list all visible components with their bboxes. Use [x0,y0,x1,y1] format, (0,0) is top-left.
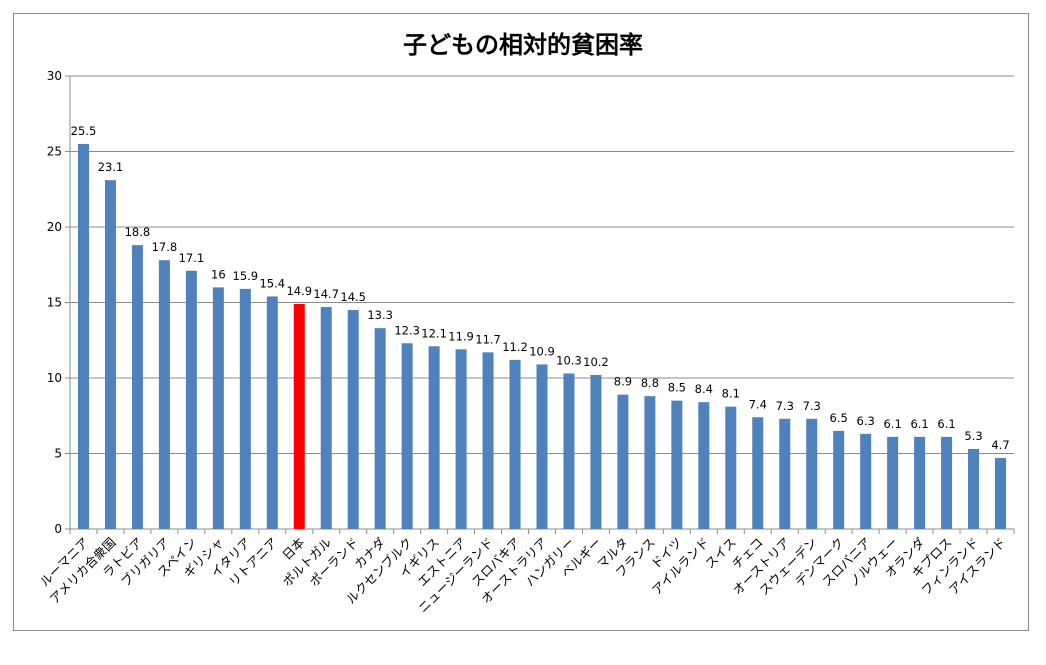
data-label: 8.8 [641,376,659,390]
data-label: 8.9 [614,375,632,389]
bar [293,304,305,529]
data-label: 15.4 [259,276,285,290]
bar [401,343,413,529]
data-label: 8.1 [722,387,740,401]
bar [455,349,467,529]
bar [131,245,143,529]
y-tick-label: 30 [47,69,62,83]
bar [374,328,386,529]
y-tick-label: 10 [47,371,62,385]
bar [698,402,710,529]
data-label: 17.8 [152,240,178,254]
data-label: 6.3 [857,414,875,428]
data-label: 14.9 [286,284,312,298]
bar [968,448,980,529]
y-tick-label: 5 [54,447,62,461]
data-label: 23.1 [98,160,124,174]
bar [77,143,89,529]
y-tick-label: 0 [54,522,62,536]
data-label: 17.1 [179,251,205,265]
bar [563,373,575,529]
data-label: 8.4 [695,382,713,396]
data-label: 14.5 [340,290,366,304]
data-label: 7.3 [803,399,821,413]
bar [995,458,1007,529]
data-label: 6.1 [937,417,955,431]
data-label: 10.2 [583,355,609,369]
bar [671,400,683,529]
data-label: 11.9 [448,329,474,343]
data-label: 15.9 [233,269,259,283]
bar [212,287,224,529]
bar [725,406,737,529]
bar [806,418,818,529]
data-label: 25.5 [71,124,97,138]
data-label: 5.3 [964,429,982,443]
data-label: 18.8 [125,225,151,239]
data-label: 11.2 [502,340,528,354]
data-label: 10.3 [556,353,582,367]
data-label: 4.7 [991,438,1009,452]
bar [104,180,116,529]
y-tick-label: 20 [47,220,62,234]
data-label: 10.9 [529,344,555,358]
data-label: 6.1 [910,417,928,431]
bar [860,433,872,529]
data-label: 6.1 [883,417,901,431]
bar [833,430,845,529]
bar [482,352,494,529]
bar [644,396,656,529]
chart-frame [13,13,1029,631]
bar [266,296,278,529]
y-tick-label: 25 [47,145,62,159]
data-label: 13.3 [367,308,393,322]
bar [590,374,602,529]
data-label: 12.1 [421,326,447,340]
bar [752,417,764,529]
bar [185,270,197,529]
data-label: 14.7 [313,287,339,301]
bar [887,436,899,529]
data-label: 8.5 [668,381,686,395]
bar [914,436,926,529]
data-label: 12.3 [394,323,420,337]
data-label: 6.5 [830,411,848,425]
bar [239,288,251,529]
chart-title: 子どもの相対的貧困率 [403,31,643,59]
bar [779,418,791,529]
bar [347,310,359,529]
data-label: 7.4 [749,397,767,411]
bar [509,359,521,529]
y-tick-label: 15 [47,296,62,310]
bar [320,307,332,529]
bar [941,436,953,529]
bar [617,394,629,529]
bar [158,260,170,529]
bar [536,364,548,529]
data-label: 16 [211,267,226,281]
bar [428,346,440,529]
data-label: 11.7 [475,332,501,346]
data-label: 7.3 [776,399,794,413]
